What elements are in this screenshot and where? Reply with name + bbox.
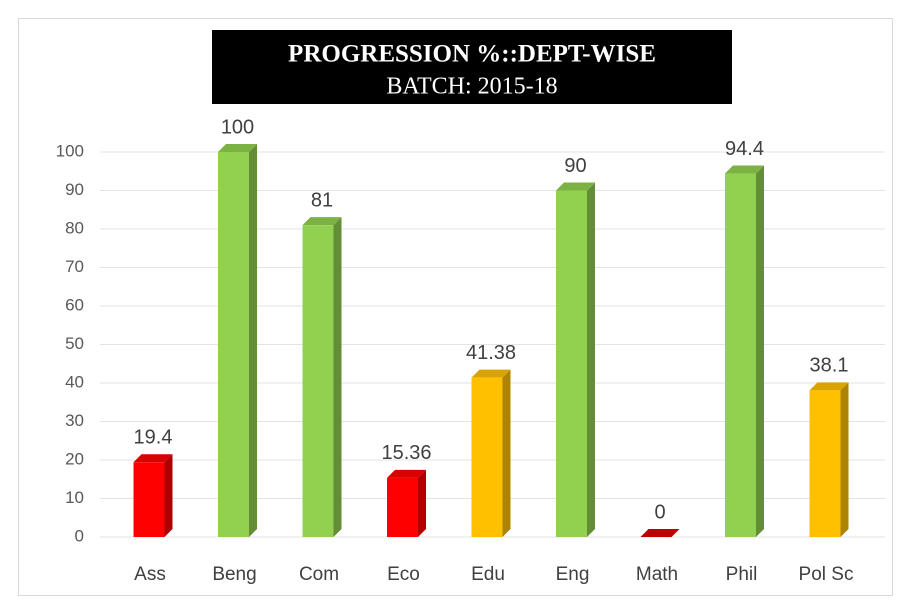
bar-top xyxy=(640,529,680,537)
y-tick-label: 30 xyxy=(65,411,84,430)
bar xyxy=(640,529,680,537)
bar-side xyxy=(587,182,595,537)
bar-top xyxy=(302,217,342,226)
y-tick-label: 0 xyxy=(75,526,84,545)
x-tick-label: Phil xyxy=(726,564,758,585)
value-label: 15.36 xyxy=(381,442,431,464)
bar-front xyxy=(556,190,587,537)
bar-side xyxy=(756,165,764,537)
bar xyxy=(302,217,342,537)
x-tick-label: Beng xyxy=(212,564,256,585)
bar-front xyxy=(725,173,756,537)
bar xyxy=(133,454,173,537)
y-tick-label: 100 xyxy=(56,141,84,160)
bar-side xyxy=(840,382,849,537)
chart-subtitle: BATCH: 2015-18 xyxy=(386,74,557,100)
value-label: 100 xyxy=(221,116,254,138)
y-tick-label: 60 xyxy=(65,295,84,314)
bar-top xyxy=(387,469,426,478)
value-label: 38.1 xyxy=(810,355,849,377)
bar xyxy=(809,382,849,537)
y-tick-label: 20 xyxy=(65,449,84,468)
x-tick-label: Ass xyxy=(134,564,166,585)
bar-top xyxy=(556,182,595,191)
x-tick-label: Eco xyxy=(387,564,420,585)
bar xyxy=(218,144,257,537)
value-label: 94.4 xyxy=(725,138,764,160)
bar-front xyxy=(809,390,841,537)
bar-top xyxy=(809,382,849,391)
title-box xyxy=(212,30,732,104)
bar-side xyxy=(502,369,511,537)
x-tick-label: Math xyxy=(636,564,678,585)
x-tick-label: Eng xyxy=(556,564,590,585)
y-tick-label: 90 xyxy=(65,180,84,199)
value-label: 81 xyxy=(311,189,333,211)
y-tick-label: 10 xyxy=(65,488,84,507)
y-tick-label: 80 xyxy=(65,218,84,237)
bar xyxy=(725,165,764,537)
y-tick-label: 50 xyxy=(65,334,84,353)
bar xyxy=(556,182,595,537)
bar-top xyxy=(471,369,511,378)
bar-top xyxy=(725,165,764,174)
value-label: 0 xyxy=(654,501,665,523)
value-label: 19.4 xyxy=(134,427,173,449)
bar-front xyxy=(387,477,418,537)
bar-top xyxy=(218,144,257,152)
x-tick-label: Pol Sc xyxy=(799,564,854,585)
bar-top xyxy=(133,454,173,463)
bar-side xyxy=(164,454,173,537)
bar-side xyxy=(249,144,257,537)
y-tick-label: 70 xyxy=(65,257,84,276)
bar-front xyxy=(133,462,165,537)
bar-front xyxy=(471,377,503,537)
bar-front xyxy=(302,225,334,537)
value-label: 90 xyxy=(564,155,586,177)
y-tick-label: 40 xyxy=(65,372,84,391)
bar xyxy=(471,369,511,537)
bar xyxy=(387,469,426,537)
bar-side xyxy=(333,217,342,537)
bar-side xyxy=(418,469,426,537)
x-tick-label: Com xyxy=(299,564,339,585)
value-label: 41.38 xyxy=(466,342,516,364)
chart-title: PROGRESSION %::DEPT-WISE xyxy=(288,41,656,68)
bar-front xyxy=(218,152,249,537)
x-tick-label: Edu xyxy=(471,564,505,585)
